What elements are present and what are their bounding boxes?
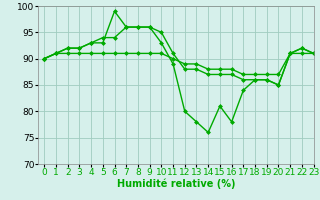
X-axis label: Humidité relative (%): Humidité relative (%) xyxy=(117,179,235,189)
